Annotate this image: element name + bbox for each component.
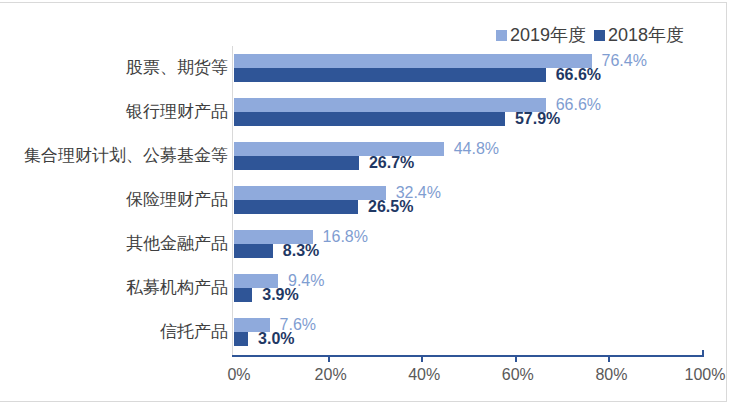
y-axis-line	[232, 46, 233, 355]
x-axis-tick	[328, 357, 330, 362]
value-label-2018: 3.9%	[262, 288, 298, 302]
legend-swatch-2018	[594, 30, 605, 41]
x-axis-tick	[702, 350, 704, 355]
legend-label-2019: 2019年度	[510, 23, 586, 47]
legend: 2019年度 2018年度	[496, 23, 692, 47]
bar-2018	[234, 68, 546, 82]
category-label: 银行理财产品	[0, 98, 228, 126]
legend-item-2019: 2019年度	[496, 23, 586, 47]
category-label: 集合理财计划、公募基金等	[0, 142, 228, 170]
value-label-2018: 26.5%	[368, 200, 413, 214]
value-label-2019: 44.8%	[454, 142, 499, 156]
x-axis-label: 40%	[408, 366, 440, 384]
value-label-2019: 76.4%	[602, 54, 647, 68]
value-label-2018: 3.0%	[258, 332, 294, 346]
legend-item-2018: 2018年度	[594, 23, 684, 47]
category-label: 信托产品	[0, 318, 228, 346]
bar-2018	[234, 332, 248, 346]
legend-swatch-2019	[496, 30, 507, 41]
bar-2018	[234, 244, 273, 258]
legend-label-2018: 2018年度	[608, 23, 684, 47]
bar-2018	[234, 288, 252, 302]
value-label-2019: 66.6%	[556, 98, 601, 112]
bar-2019	[234, 98, 546, 112]
category-label: 保险理财产品	[0, 186, 228, 214]
bar-chart: 2019年度 2018年度 股票、期货等76.4%66.6%银行理财产品66.6…	[0, 0, 736, 406]
x-axis-tick	[515, 357, 517, 362]
value-label-2018: 57.9%	[515, 112, 560, 126]
x-axis-label: 80%	[595, 366, 627, 384]
x-axis-label: 100%	[685, 366, 726, 384]
x-axis-label: 60%	[502, 366, 534, 384]
value-label-2018: 26.7%	[369, 156, 414, 170]
bar-2019	[234, 54, 592, 68]
x-axis-line	[232, 355, 704, 357]
value-label-2018: 66.6%	[556, 68, 601, 82]
bar-2018	[234, 156, 359, 170]
bar-2018	[234, 112, 505, 126]
value-label-2019: 16.8%	[323, 230, 368, 244]
bar-2019	[234, 186, 386, 200]
category-label: 股票、期货等	[0, 54, 228, 82]
x-axis-tick	[608, 357, 610, 362]
bar-2018	[234, 200, 358, 214]
value-label-2018: 8.3%	[283, 244, 319, 258]
x-axis-tick	[421, 357, 423, 362]
category-label: 私募机构产品	[0, 274, 228, 302]
x-axis-label: 0%	[227, 366, 250, 384]
category-label: 其他金融产品	[0, 230, 228, 258]
x-axis-label: 20%	[315, 366, 347, 384]
